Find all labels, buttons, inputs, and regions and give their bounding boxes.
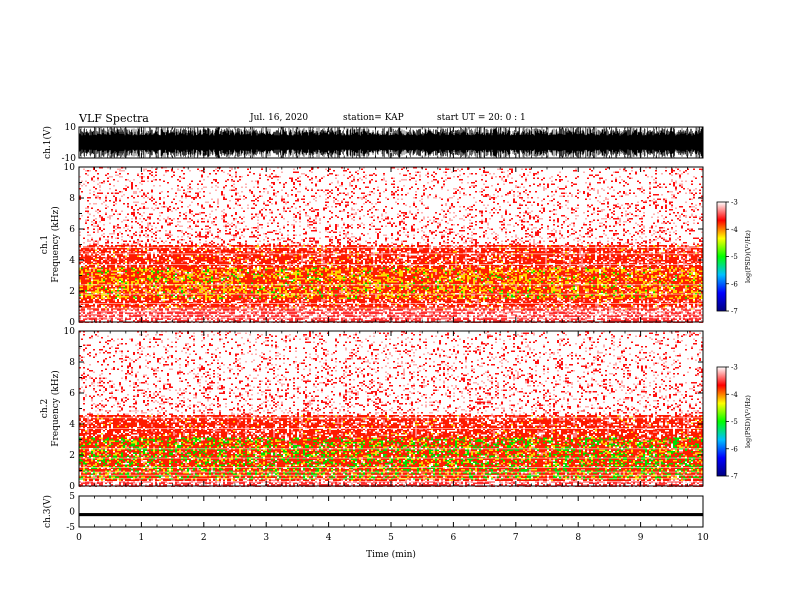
x-axis-label: Time (min) (366, 549, 416, 560)
colorbar-tick-label: -3 (731, 199, 738, 207)
x-tick-label: 5 (388, 533, 394, 543)
x-tick-label: 2 (201, 533, 207, 543)
ch2-spectrogram-ytick-label: 4 (69, 420, 75, 430)
date-label: Jul. 16, 2020 (250, 113, 308, 123)
ch1-spectrogram-ytick-label: 0 (69, 318, 75, 328)
x-tick-label: 4 (326, 533, 332, 543)
colorbar-tick-label: -6 (731, 445, 738, 453)
start-time-label: start UT = 20: 0 : 1 (437, 113, 526, 123)
colorbar-tick-label: -7 (731, 308, 738, 316)
ch2-spectrogram-ytick-label: 8 (69, 358, 75, 368)
ch1-ytick-label: 10 (65, 123, 77, 133)
colorbar-tick-label: -7 (731, 473, 738, 481)
colorbar-tick-label: -3 (731, 364, 738, 372)
x-tick-label: 3 (263, 533, 269, 543)
colorbar-tick-label: -4 (731, 226, 738, 234)
ch2-spectrogram-cells (79, 331, 703, 487)
colorbar-tick-label: -5 (731, 418, 738, 426)
ch3-waveform-ylabel: ch.3(V) (42, 495, 53, 528)
ch1-spectrogram-cells (79, 167, 703, 323)
ch3-ytick-label: 0 (69, 508, 75, 518)
ch1-ytick-label: -10 (62, 154, 77, 164)
x-tick-label: 10 (697, 533, 709, 543)
station-label: station= KAP (343, 113, 404, 123)
ch2-spectrogram-channel-label: ch.2 (40, 399, 50, 418)
ch2-spectrogram-ytick-label: 6 (69, 389, 75, 399)
ch1-spectrogram-ytick-label: 8 (69, 194, 75, 204)
ch3-waveform-trace (79, 513, 703, 517)
ch1-spectrogram-ytick-label: 6 (69, 225, 75, 235)
x-tick-label: 8 (575, 533, 581, 543)
ch1-spectrogram-ylabel: Frequency (kHz) (50, 206, 61, 283)
colorbar-label: log(PSD)(V²/Hz) (744, 395, 752, 448)
ch3-ytick-label: 5 (69, 492, 75, 502)
ch1-spectrogram-channel-label: ch.1 (40, 235, 50, 254)
colorbar-tick-label: -6 (731, 280, 738, 288)
colorbar-label: log(PSD)(V²/Hz) (744, 230, 752, 283)
x-tick-label: 0 (76, 533, 82, 543)
ch1-spectrogram-ytick-label: 2 (69, 287, 75, 297)
x-tick-label: 1 (139, 533, 145, 543)
ch2-spectrogram-ytick-label: 10 (64, 327, 76, 337)
ch1-spectrogram-ytick-label: 4 (69, 256, 75, 266)
colorbar-tick-label: -4 (731, 391, 738, 399)
ch1-spectrogram-ytick-label: 10 (64, 163, 76, 173)
colorbar-1 (716, 201, 727, 312)
ch1-waveform-ylabel: ch.1(V) (42, 126, 53, 159)
ch2-spectrogram-ytick-label: 2 (69, 451, 75, 461)
x-tick-label: 6 (451, 533, 457, 543)
x-tick-label: 9 (638, 533, 644, 543)
colorbar-2 (716, 366, 727, 477)
ch2-spectrogram-ytick-label: 0 (69, 482, 75, 492)
ch1-spectrogram-narrowband-lines (79, 247, 703, 318)
ch2-spectrogram-narrowband-lines (79, 411, 703, 482)
ch2-spectrogram-ylabel: Frequency (kHz) (50, 370, 61, 447)
ch3-ytick-label: -5 (66, 523, 75, 533)
colorbar-tick-label: -5 (731, 253, 738, 261)
chart-title: VLF Spectra (79, 112, 149, 125)
x-tick-label: 7 (513, 533, 519, 543)
